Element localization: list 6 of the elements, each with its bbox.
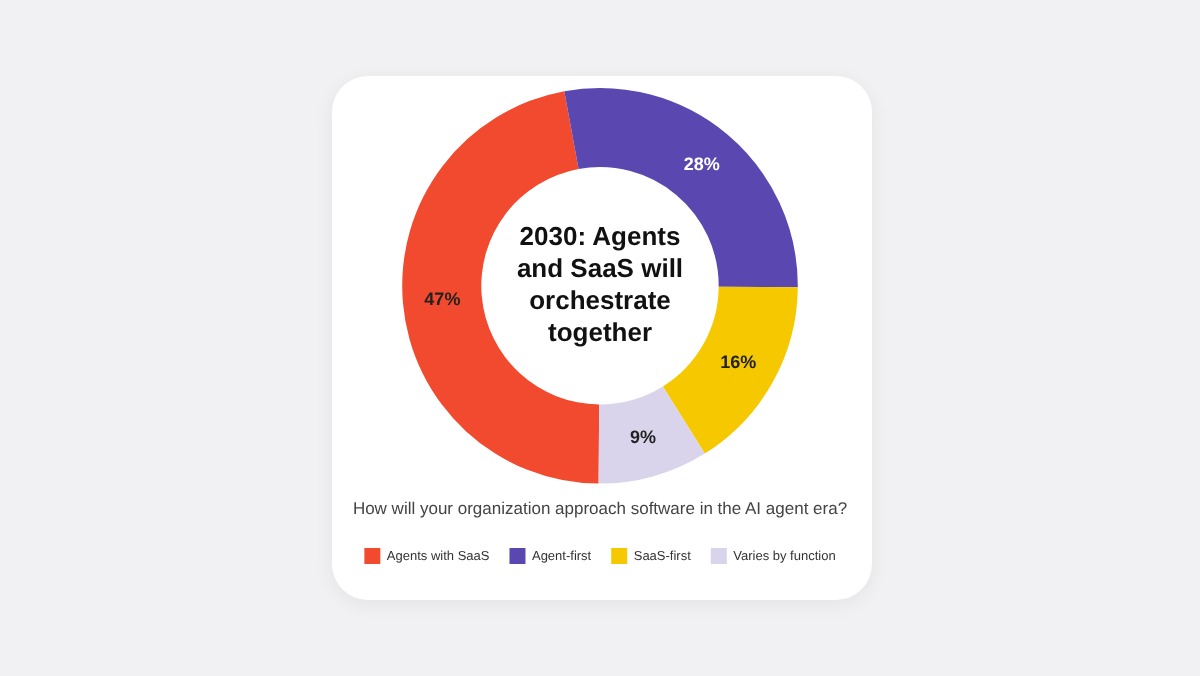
data-label: 47% (424, 288, 461, 309)
data-label: 16% (720, 351, 757, 372)
text: How will your organization approach software in the AI agent era? (352, 498, 848, 519)
data-label: 9% (630, 427, 657, 448)
text: 2030: Agents and SaaS will orchestrate together (516, 220, 684, 347)
data-label: 28% (683, 153, 720, 174)
